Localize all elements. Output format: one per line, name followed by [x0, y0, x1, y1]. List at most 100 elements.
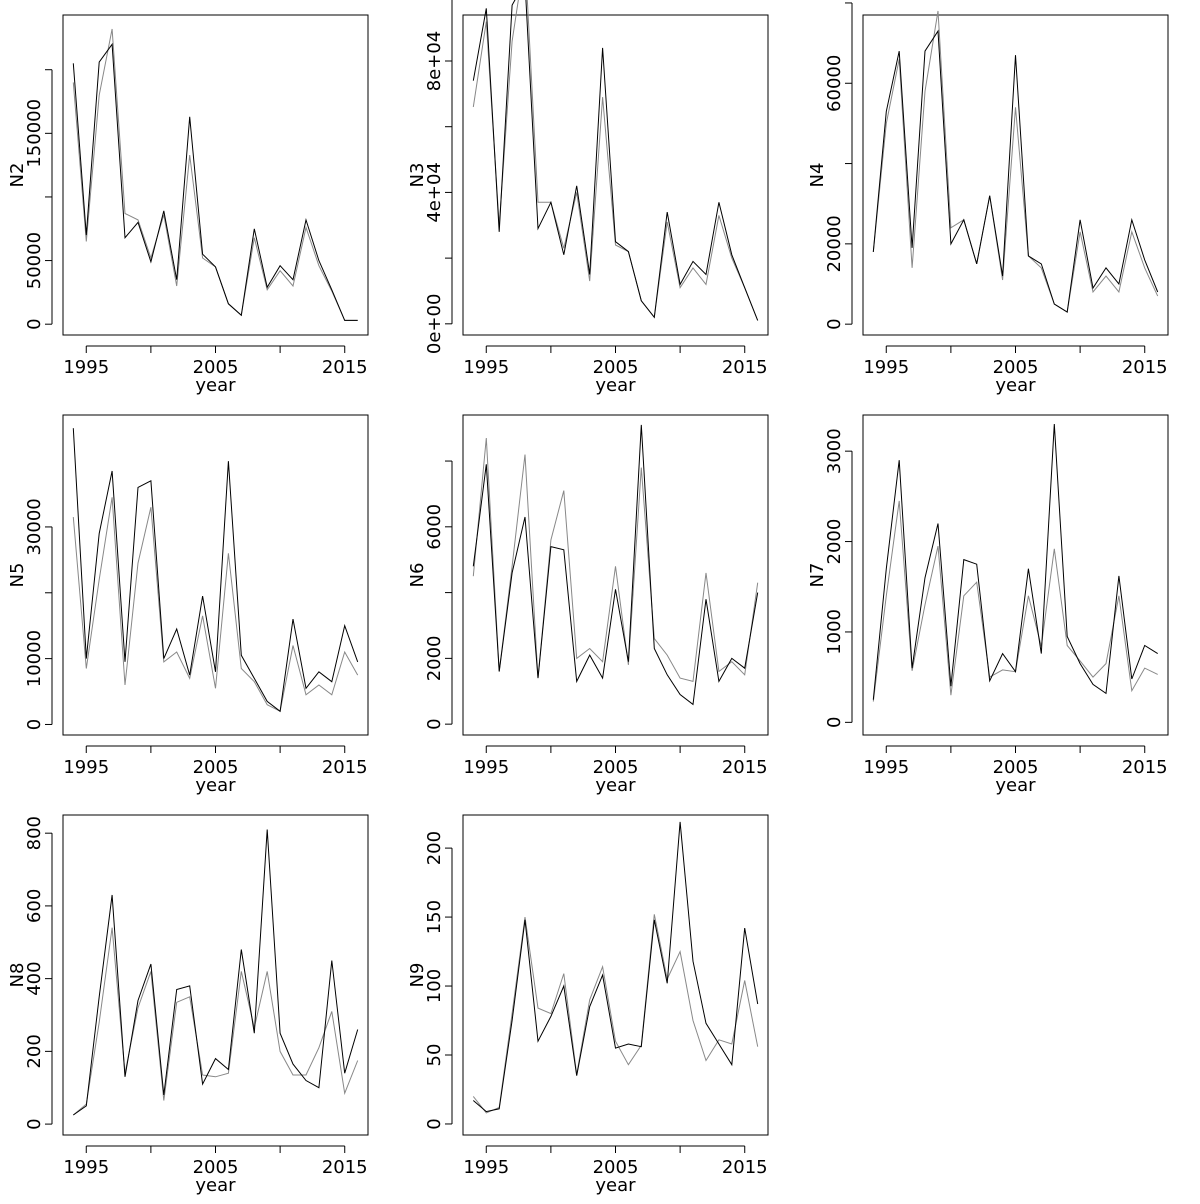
y-axis-label: N2 — [7, 163, 28, 188]
y-tick-label: 20000 — [824, 215, 845, 272]
x-tick-label: 1995 — [463, 1157, 509, 1178]
x-tick-label: 2005 — [593, 357, 639, 378]
chart-panel-2: 1995 2005 2015 year 0e+00 4e+04 8e+04 N3 — [407, 0, 769, 396]
series-line-1 — [472, 424, 759, 706]
x-axis-label: year — [195, 775, 236, 796]
x-tick-label: 2015 — [322, 357, 368, 378]
y-axis-label: N9 — [407, 963, 428, 988]
series-line-1 — [72, 428, 359, 713]
x-tick-label: 2005 — [193, 1157, 239, 1178]
x-tick-label: 1995 — [463, 357, 509, 378]
plot-frame — [462, 814, 769, 1136]
y-tick-label: 8e+04 — [424, 31, 445, 92]
plot-frame — [62, 814, 369, 1136]
x-tick-label: 1995 — [63, 1157, 109, 1178]
y-axis-label: N8 — [7, 963, 28, 988]
plot-frame — [462, 414, 769, 736]
x-tick-label: 2015 — [1122, 357, 1168, 378]
y-tick-label: 4e+04 — [424, 162, 445, 223]
y-tick-label: 60000 — [824, 55, 845, 112]
x-tick-label: 1995 — [863, 757, 909, 778]
x-tick-label: 1995 — [463, 757, 509, 778]
x-tick-label: 2005 — [993, 357, 1039, 378]
x-axis-label: year — [995, 775, 1036, 796]
y-tick-label: 400 — [24, 961, 45, 995]
x-tick-label: 2015 — [322, 757, 368, 778]
y-tick-label: 0 — [824, 717, 845, 728]
series-line-2 — [72, 927, 359, 1116]
y-tick-label: 0 — [824, 318, 845, 329]
plot-frame — [62, 414, 369, 736]
y-tick-label: 100 — [424, 969, 445, 1003]
series-line-1 — [73, 829, 359, 1116]
x-tick-label: 1995 — [863, 357, 909, 378]
x-tick-label: 2005 — [593, 757, 639, 778]
plot-frame — [862, 414, 1169, 736]
series-line-2 — [472, 437, 759, 683]
y-tick-label: 200 — [24, 1034, 45, 1068]
x-tick-label: 2005 — [193, 757, 239, 778]
plot-frame — [462, 14, 769, 336]
y-axis-label: N3 — [407, 163, 428, 188]
x-axis-label: year — [195, 1175, 236, 1196]
x-tick-label: 2005 — [593, 1157, 639, 1178]
x-tick-label: 2015 — [322, 1157, 368, 1178]
x-axis-label: year — [595, 1175, 636, 1196]
y-tick-label: 0 — [424, 718, 445, 729]
y-axis-label: N5 — [7, 563, 28, 588]
x-tick-label: 2005 — [993, 757, 1039, 778]
chart-panel-5: 1995 2005 2015 year 0 2000 6000 N6 — [407, 414, 769, 796]
y-tick-label: 600 — [24, 889, 45, 923]
chart-panel-3: 1995 2005 2015 year 0 20000 60000 N4 — [807, 2, 1169, 396]
chart-panel-8: 1995 2005 2015 year 0 50 100 150 200 N9 — [407, 814, 769, 1196]
y-tick-label: 200 — [424, 831, 445, 865]
y-tick-label: 150000 — [24, 99, 45, 168]
x-tick-label: 2015 — [722, 757, 768, 778]
y-tick-label: 0e+00 — [424, 294, 445, 355]
series-line-1 — [872, 29, 1159, 313]
series-line-2 — [472, 914, 759, 1114]
series-line-2 — [72, 28, 358, 321]
y-tick-label: 0 — [424, 1118, 445, 1129]
y-axis-label: N4 — [807, 163, 828, 188]
chart-panel-6: 1995 2005 2015 year 0 1000 2000 3000 N7 — [807, 414, 1169, 796]
series-line-1 — [72, 42, 358, 321]
x-axis-label: year — [595, 375, 636, 396]
y-tick-label: 0 — [24, 1118, 45, 1129]
x-axis-label: year — [595, 775, 636, 796]
x-tick-label: 2015 — [722, 357, 768, 378]
series-line-2 — [72, 497, 359, 713]
chart-panel-4: 1995 2005 2015 year 0 10000 30000 N5 — [7, 414, 369, 796]
plot-frame — [862, 14, 1169, 336]
x-tick-label: 1995 — [63, 357, 109, 378]
x-tick-label: 1995 — [63, 757, 109, 778]
series-line-1 — [472, 821, 759, 1113]
y-tick-label: 150 — [424, 900, 445, 934]
y-tick-label: 1000 — [824, 609, 845, 655]
y-tick-label: 50000 — [24, 232, 45, 289]
y-tick-label: 800 — [24, 816, 45, 850]
y-tick-label: 2000 — [424, 635, 445, 681]
series-line-1 — [872, 423, 1158, 700]
x-tick-label: 2005 — [193, 357, 239, 378]
y-tick-label: 2000 — [824, 519, 845, 565]
y-tick-label: 3000 — [824, 428, 845, 474]
plot-frame — [62, 14, 369, 336]
x-tick-label: 2015 — [722, 1157, 768, 1178]
chart-panel-7: 1995 2005 2015 year 0 200 400 600 800 N8 — [7, 814, 369, 1196]
x-axis-label: year — [195, 375, 236, 396]
y-tick-label: 50 — [424, 1044, 445, 1067]
y-tick-label: 6000 — [424, 504, 445, 550]
x-axis-label: year — [995, 375, 1036, 396]
y-tick-label: 0 — [24, 318, 45, 329]
y-tick-label: 10000 — [24, 630, 45, 687]
series-line-2 — [472, 0, 759, 321]
y-axis-label: N6 — [407, 563, 428, 588]
series-line-1 — [472, 0, 759, 321]
y-tick-label: 30000 — [24, 498, 45, 555]
y-axis-label: N7 — [807, 563, 828, 588]
series-line-2 — [872, 10, 1159, 313]
x-tick-label: 2015 — [1122, 757, 1168, 778]
